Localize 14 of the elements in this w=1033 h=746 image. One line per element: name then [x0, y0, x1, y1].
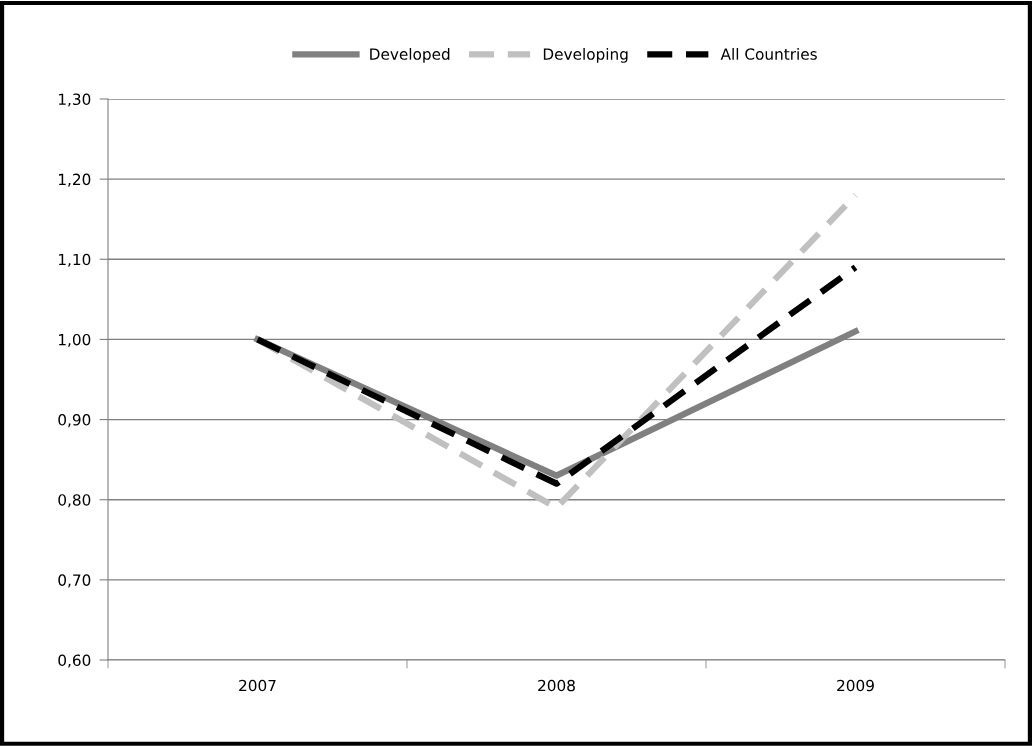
legend-label: Developing — [543, 48, 628, 63]
y-tick-label: 0,70 — [58, 574, 91, 588]
y-tick-label: 0,80 — [58, 494, 91, 508]
x-tick-label: 2007 — [239, 679, 276, 692]
y-tick-label: 0,90 — [58, 414, 91, 428]
y-tick-label: 0,60 — [58, 654, 91, 668]
legend-label: All Countries — [720, 48, 817, 60]
y-tick-label: 1,20 — [58, 173, 91, 187]
x-tick-label: 2009 — [837, 679, 874, 692]
y-tick-label: 1,00 — [58, 333, 91, 348]
x-tick-label: 2008 — [538, 679, 575, 692]
y-tick-label: 1,30 — [58, 93, 91, 107]
legend-label: Developed — [370, 48, 450, 63]
y-tick-label: 1,10 — [58, 253, 91, 267]
